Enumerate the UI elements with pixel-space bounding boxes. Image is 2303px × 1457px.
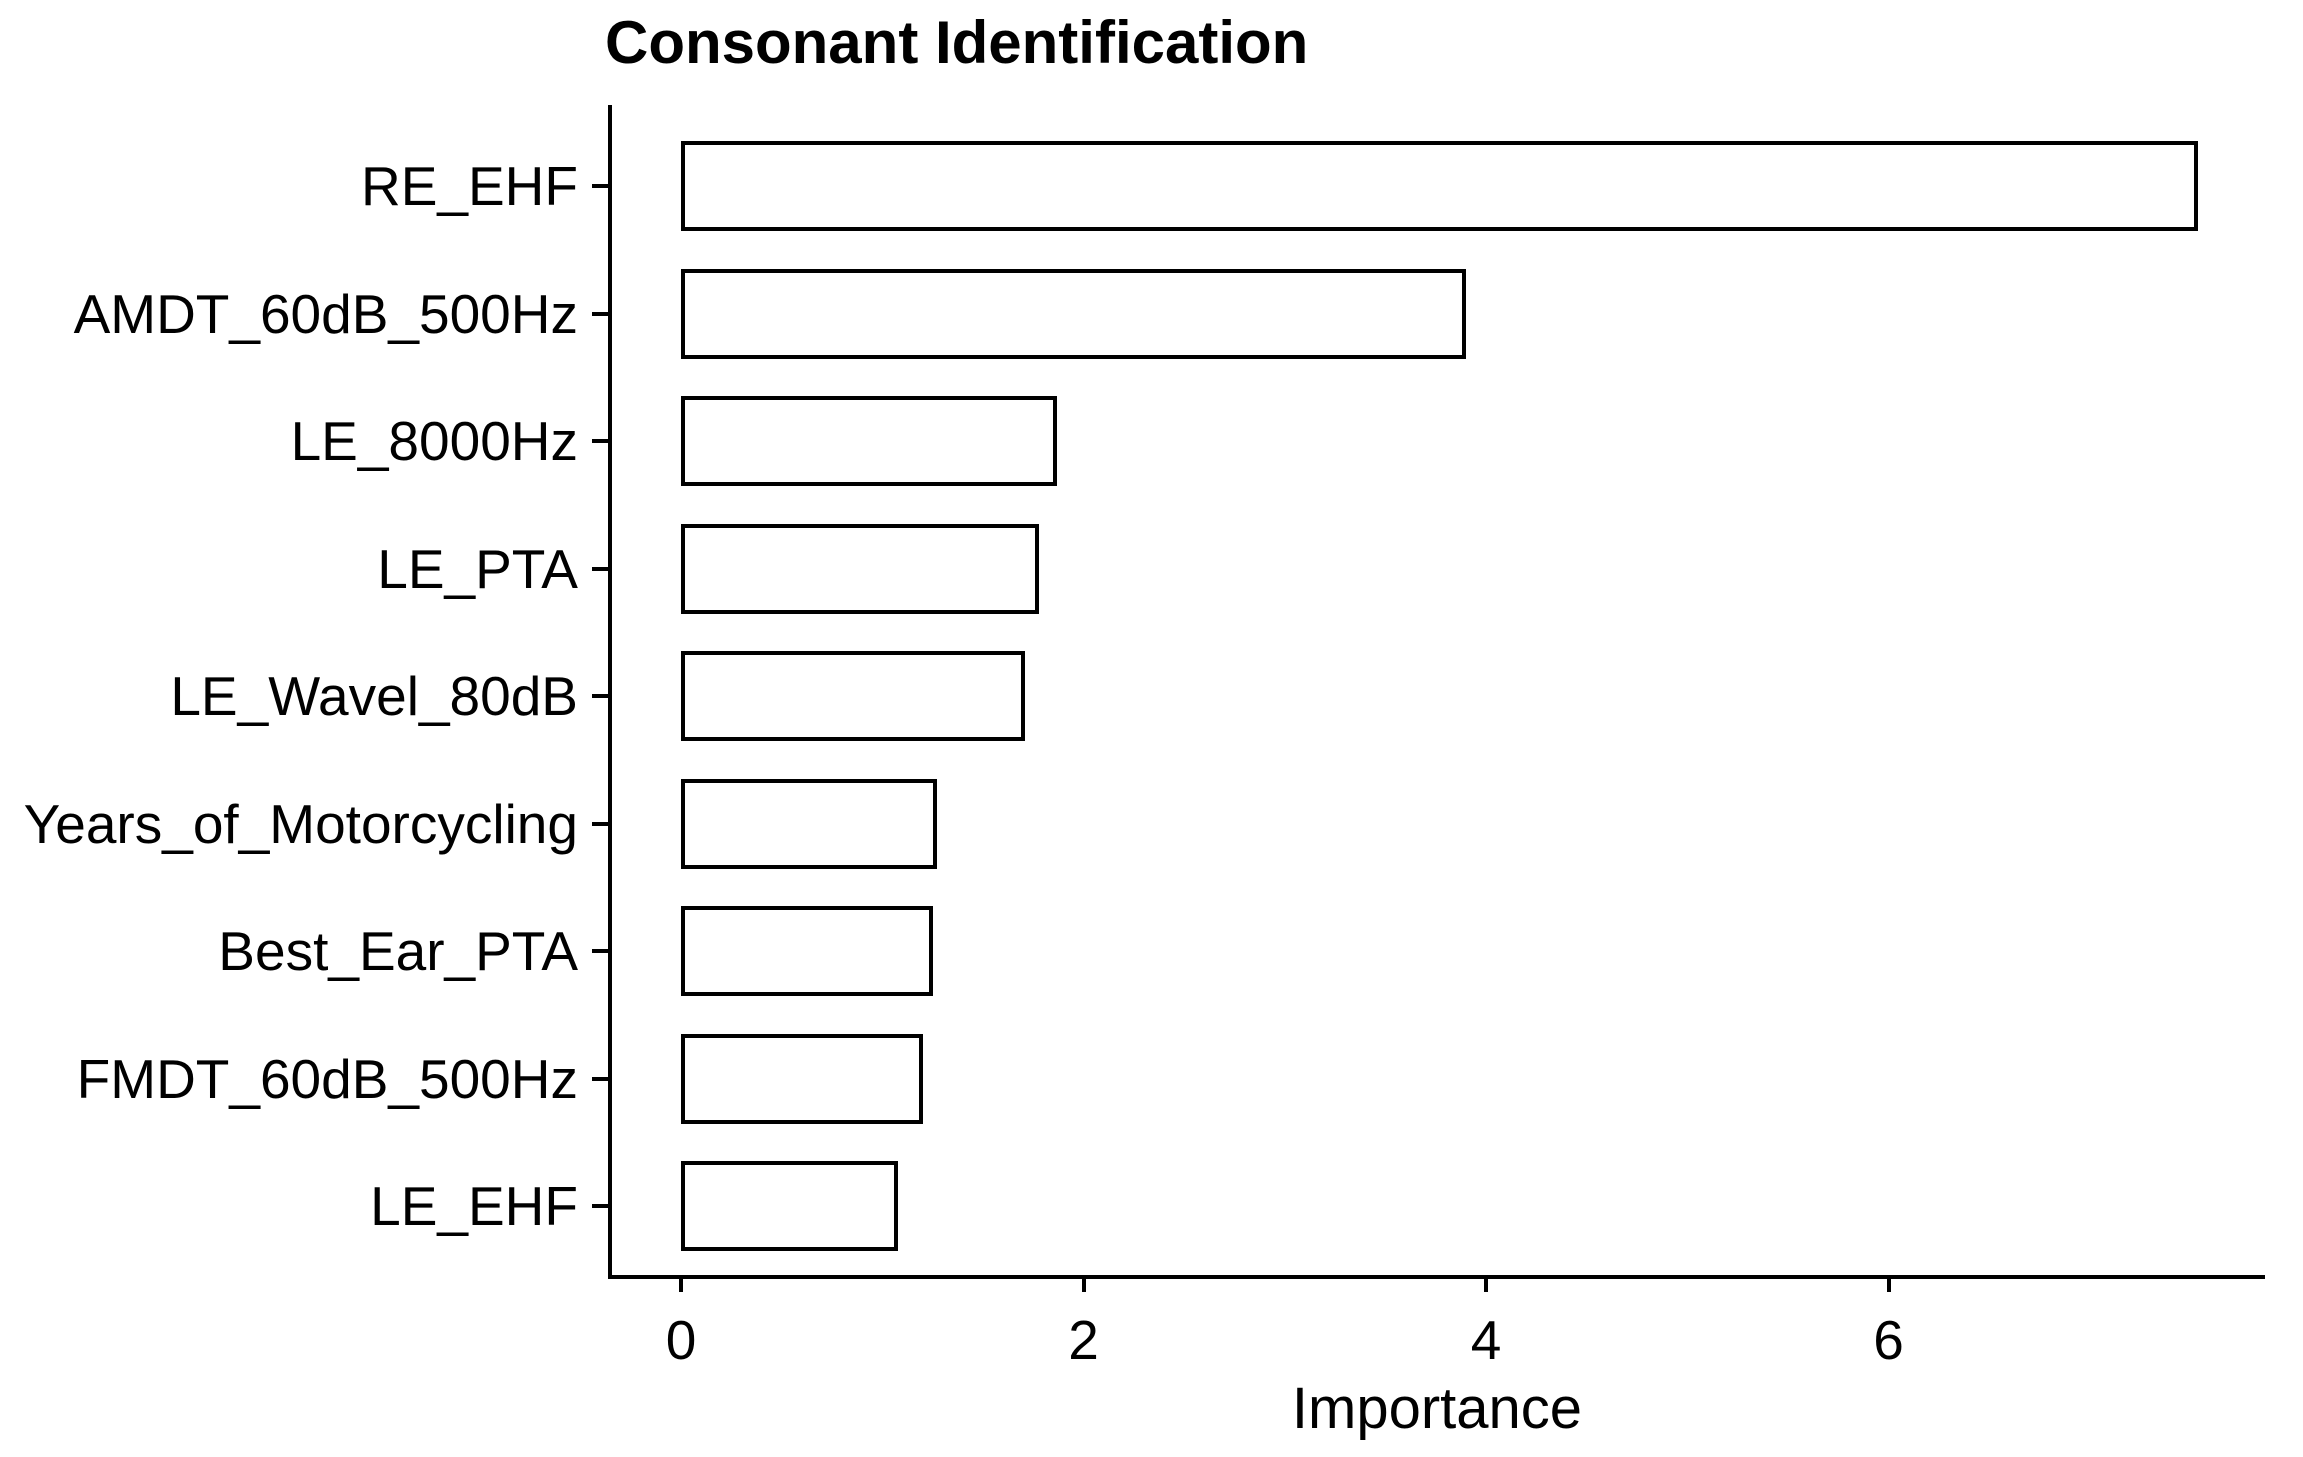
y-tick-label-AMDT_60dB_500Hz: AMDT_60dB_500Hz xyxy=(73,282,578,345)
bar-FMDT_60dB_500Hz xyxy=(681,1033,923,1124)
y-axis-line xyxy=(608,105,612,1279)
y-tick-label-FMDT_60dB_500Hz: FMDT_60dB_500Hz xyxy=(76,1047,578,1110)
x-tick-mark xyxy=(1081,1277,1086,1292)
y-tick-mark xyxy=(592,1204,610,1208)
bar-LE_8000Hz xyxy=(681,396,1057,486)
bar-RE_EHF xyxy=(681,141,2198,231)
y-tick-label-LE_EHF: LE_EHF xyxy=(370,1175,578,1237)
x-tick-mark xyxy=(1886,1277,1891,1292)
x-tick-mark xyxy=(1484,1277,1488,1292)
bar-Best_Ear_PTA xyxy=(681,906,933,996)
bar-LE_PTA xyxy=(681,523,1039,614)
x-tick-label-6: 6 xyxy=(1873,1309,1904,1371)
y-tick-label-Years_of_Motorcycling: Years_of_Motorcycling xyxy=(23,792,578,855)
y-tick-mark xyxy=(592,1076,610,1081)
y-tick-mark xyxy=(592,566,610,571)
bar-LE_EHF xyxy=(681,1161,898,1251)
y-tick-mark xyxy=(592,439,610,443)
bar-Years_of_Motorcycling xyxy=(681,778,937,869)
x-tick-label-4: 4 xyxy=(1470,1309,1502,1371)
y-tick-label-LE_PTA: LE_PTA xyxy=(377,537,578,600)
x-tick-mark xyxy=(679,1277,683,1292)
y-tick-label-LE_Wavel_80dB: LE_Wavel_80dB xyxy=(170,665,578,727)
bar-LE_Wavel_80dB xyxy=(681,651,1025,741)
chart-title: Consonant Identification xyxy=(605,9,1309,76)
x-tick-label-2: 2 xyxy=(1068,1309,1099,1371)
y-tick-mark xyxy=(592,311,610,316)
y-tick-mark xyxy=(592,821,610,826)
x-axis-line xyxy=(608,1275,2265,1279)
y-tick-label-Best_Ear_PTA: Best_Ear_PTA xyxy=(218,920,578,982)
x-axis-title: Importance xyxy=(1291,1376,1583,1441)
y-tick-label-LE_8000Hz: LE_8000Hz xyxy=(290,410,578,472)
bar-AMDT_60dB_500Hz xyxy=(681,268,1466,359)
y-tick-label-RE_EHF: RE_EHF xyxy=(361,155,578,217)
y-tick-mark xyxy=(592,949,610,953)
y-tick-mark xyxy=(592,184,610,188)
x-tick-label-0: 0 xyxy=(665,1309,697,1371)
y-tick-mark xyxy=(592,694,610,698)
